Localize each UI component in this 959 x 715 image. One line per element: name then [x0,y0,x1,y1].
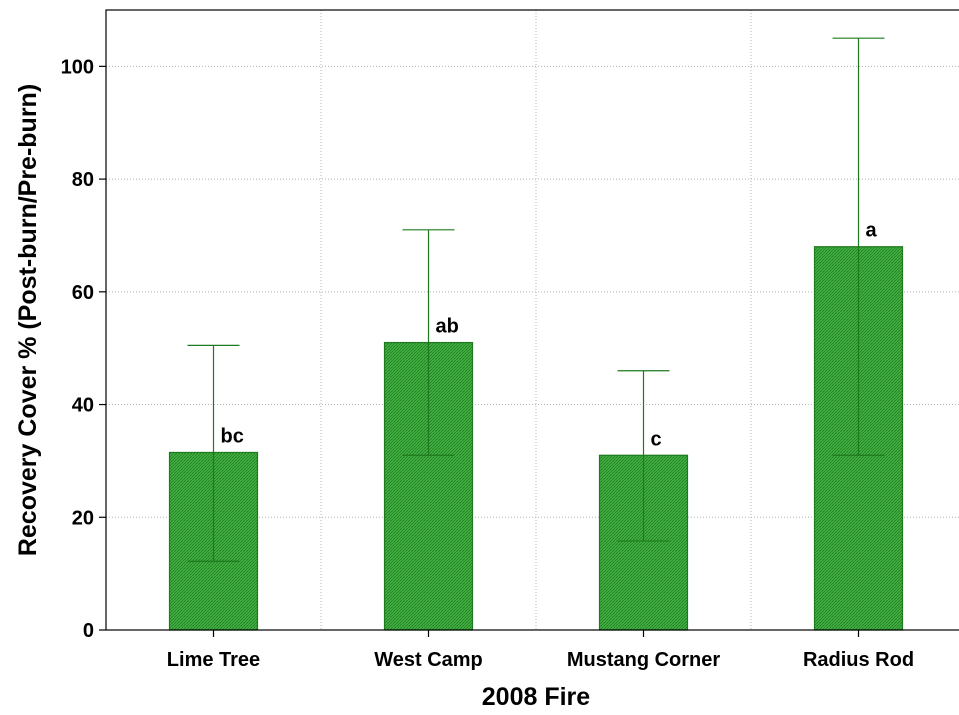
y-tick-label: 80 [72,169,94,191]
grid-lines [106,10,959,630]
significance-labels: bc ab c a [221,220,878,451]
y-tick-label: 0 [83,620,94,642]
y-tick-label: 40 [72,395,94,417]
significance-label: c [651,428,662,450]
x-tick-label: Radius Rod [803,649,914,671]
x-tick-label: Mustang Corner [567,649,721,671]
x-axis-ticks: Lime Tree West Camp Mustang Corner Radius R… [167,630,914,671]
plot-frame [105,9,959,631]
significance-label: bc [221,425,244,447]
y-tick-label: 20 [72,507,94,529]
error-bars [187,37,885,562]
significance-label: a [866,220,878,242]
y-tick-label: 100 [61,56,94,78]
significance-label: ab [436,316,459,338]
x-axis-title: 2008 Fire [482,683,591,711]
x-tick-label: Lime Tree [167,649,260,671]
y-axis-title: Recovery Cover % (Post-burn/Pre-burn) [14,84,42,556]
y-tick-label: 60 [72,282,94,304]
x-tick-label: West Camp [374,649,483,671]
y-axis-ticks: 0 20 40 60 80 100 [61,56,106,642]
